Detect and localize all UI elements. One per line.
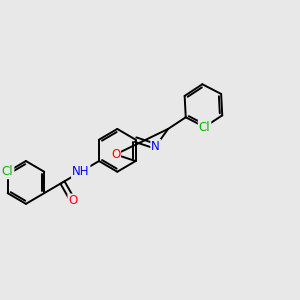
Text: O: O [111, 148, 120, 161]
Text: O: O [68, 194, 78, 208]
Text: Cl: Cl [199, 121, 210, 134]
Text: NH: NH [72, 165, 89, 178]
Text: N: N [151, 140, 160, 153]
Text: Cl: Cl [2, 165, 14, 178]
